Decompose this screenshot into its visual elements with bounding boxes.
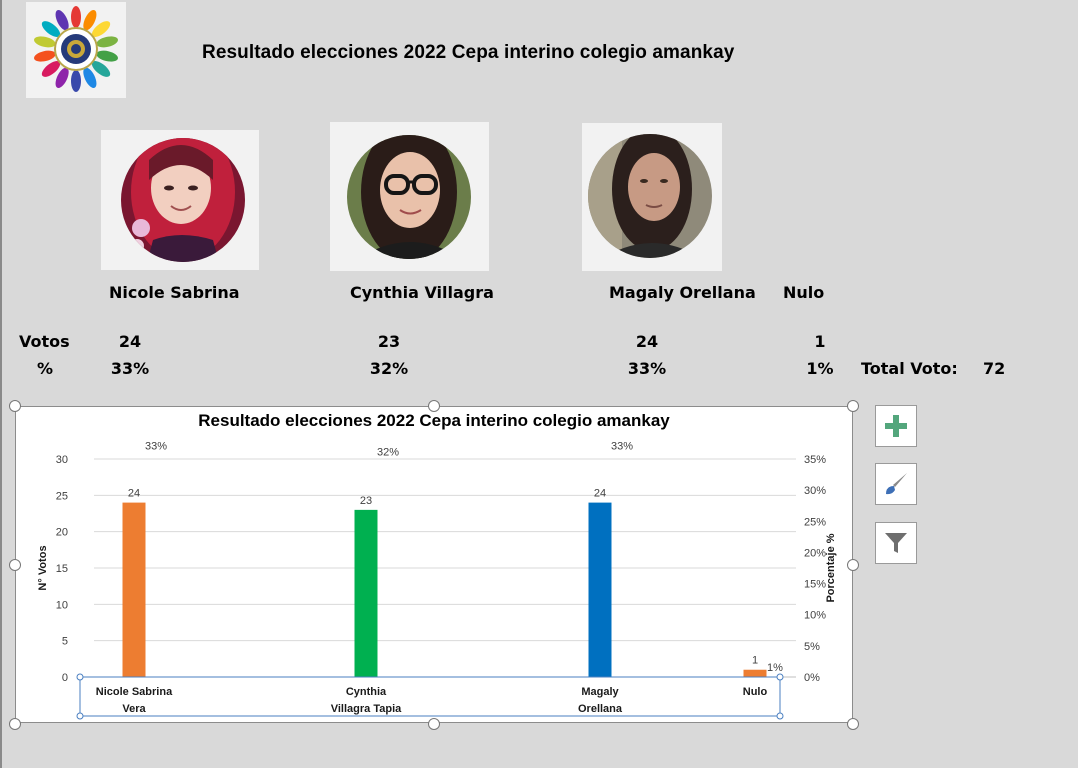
percent-magaly[interactable]: 33%: [627, 359, 667, 378]
total-votes-value[interactable]: 72: [983, 359, 1006, 378]
resize-handle-top-left[interactable]: [9, 400, 21, 412]
y-tick-label: 25: [56, 490, 68, 502]
x-category-label: Vera: [122, 703, 146, 715]
axis-selection-handle: [76, 712, 84, 720]
y-tick-label: 20: [56, 527, 68, 539]
y2-tick-label: 10%: [804, 610, 826, 622]
bar-value-label: 24: [594, 488, 606, 500]
bar-chart-plot[interactable]: 0 5 10 15 20 25 30 0% 5% 10% 15% 20% 25% 30% 35% 24 33% N…: [16, 407, 854, 724]
candidate-name-cynthia: Cynthia Villagra: [350, 283, 494, 302]
resize-handle-bottom-left[interactable]: [9, 718, 21, 730]
y2-tick-label: 0%: [804, 672, 820, 684]
funnel-icon: [885, 533, 907, 553]
bar: [354, 509, 378, 677]
candidate-name-nicole: Nicole Sabrina: [109, 283, 240, 302]
y2-tick-label: 35%: [804, 454, 826, 466]
school-logo-icon: [34, 6, 118, 92]
axis-selection-handle: [776, 712, 784, 720]
bar: [743, 669, 767, 677]
votes-nicole[interactable]: 24: [118, 332, 142, 351]
bar-value-label: 24: [128, 488, 140, 500]
y2-tick-label: 5%: [804, 641, 820, 653]
y2-tick-label: 25%: [804, 516, 826, 528]
percent-nicole[interactable]: 33%: [110, 359, 150, 378]
resize-handle-bottom[interactable]: [428, 718, 440, 730]
candidate-name-nulo: Nulo: [783, 283, 825, 302]
y2-tick-label: 15%: [804, 579, 826, 591]
percent-label: 33%: [145, 440, 167, 452]
y2-axis-title: Porcentaje %: [825, 533, 837, 602]
bar: [588, 502, 612, 677]
chart-filters-button[interactable]: [875, 522, 917, 564]
y-tick-label: 15: [56, 563, 68, 575]
bar: [122, 502, 146, 677]
resize-handle-top[interactable]: [428, 400, 440, 412]
votes-row-label: Votos: [19, 332, 70, 351]
candidate-name-magaly: Magaly Orellana: [609, 283, 756, 302]
percent-label: 33%: [611, 440, 633, 452]
resize-handle-top-right[interactable]: [847, 400, 859, 412]
candidate-photo-magaly[interactable]: [582, 123, 722, 271]
axis-selection-handle: [776, 673, 784, 681]
percent-nulo[interactable]: 1%: [806, 359, 834, 378]
percent-row-label: %: [37, 359, 54, 378]
bar-value-label: 1: [752, 655, 758, 667]
chart-area[interactable]: Resultado elecciones 2022 Cepa interino …: [15, 406, 853, 723]
y-tick-label: 10: [56, 599, 68, 611]
x-category-label: Magaly: [581, 686, 619, 698]
percent-label: 1%: [767, 662, 783, 674]
school-logo: [26, 2, 126, 98]
x-category-label: Nulo: [743, 686, 768, 698]
chart-styles-button[interactable]: [875, 463, 917, 505]
plus-icon: [885, 415, 907, 437]
paintbrush-icon: [886, 473, 907, 495]
bar-value-label: 23: [360, 495, 372, 507]
x-category-label: Nicole Sabrina: [96, 686, 173, 698]
y-tick-label: 0: [62, 672, 68, 684]
axis-selection-handle: [76, 673, 84, 681]
resize-handle-right[interactable]: [847, 559, 859, 571]
chart-title[interactable]: Resultado elecciones 2022 Cepa interino …: [198, 411, 670, 430]
axis-selection-box: [79, 676, 781, 717]
x-category-label: Villagra Tapia: [331, 703, 402, 715]
percent-label: 32%: [377, 447, 399, 459]
y2-tick-label: 30%: [804, 485, 826, 497]
votes-magaly[interactable]: 24: [635, 332, 659, 351]
window-left-edge: [0, 0, 2, 768]
candidate-photo-cynthia[interactable]: [330, 122, 489, 271]
votes-nulo[interactable]: 1: [814, 332, 826, 351]
y2-tick-label: 20%: [804, 547, 826, 559]
candidate-photo-nicole[interactable]: [101, 130, 259, 270]
sheet-title: Resultado elecciones 2022 Cepa interino …: [202, 42, 735, 63]
y-tick-label: 30: [56, 454, 68, 466]
chart-elements-button[interactable]: [875, 405, 917, 447]
percent-cynthia[interactable]: 32%: [369, 359, 409, 378]
total-votes-label: Total Voto:: [861, 359, 958, 378]
votes-cynthia[interactable]: 23: [377, 332, 401, 351]
x-category-label: Cynthia: [346, 686, 387, 698]
x-category-label: Orellana: [578, 703, 623, 715]
y-tick-label: 5: [62, 636, 68, 648]
resize-handle-left[interactable]: [9, 559, 21, 571]
y-axis-title: N° Votos: [37, 545, 49, 590]
resize-handle-bottom-right[interactable]: [847, 718, 859, 730]
